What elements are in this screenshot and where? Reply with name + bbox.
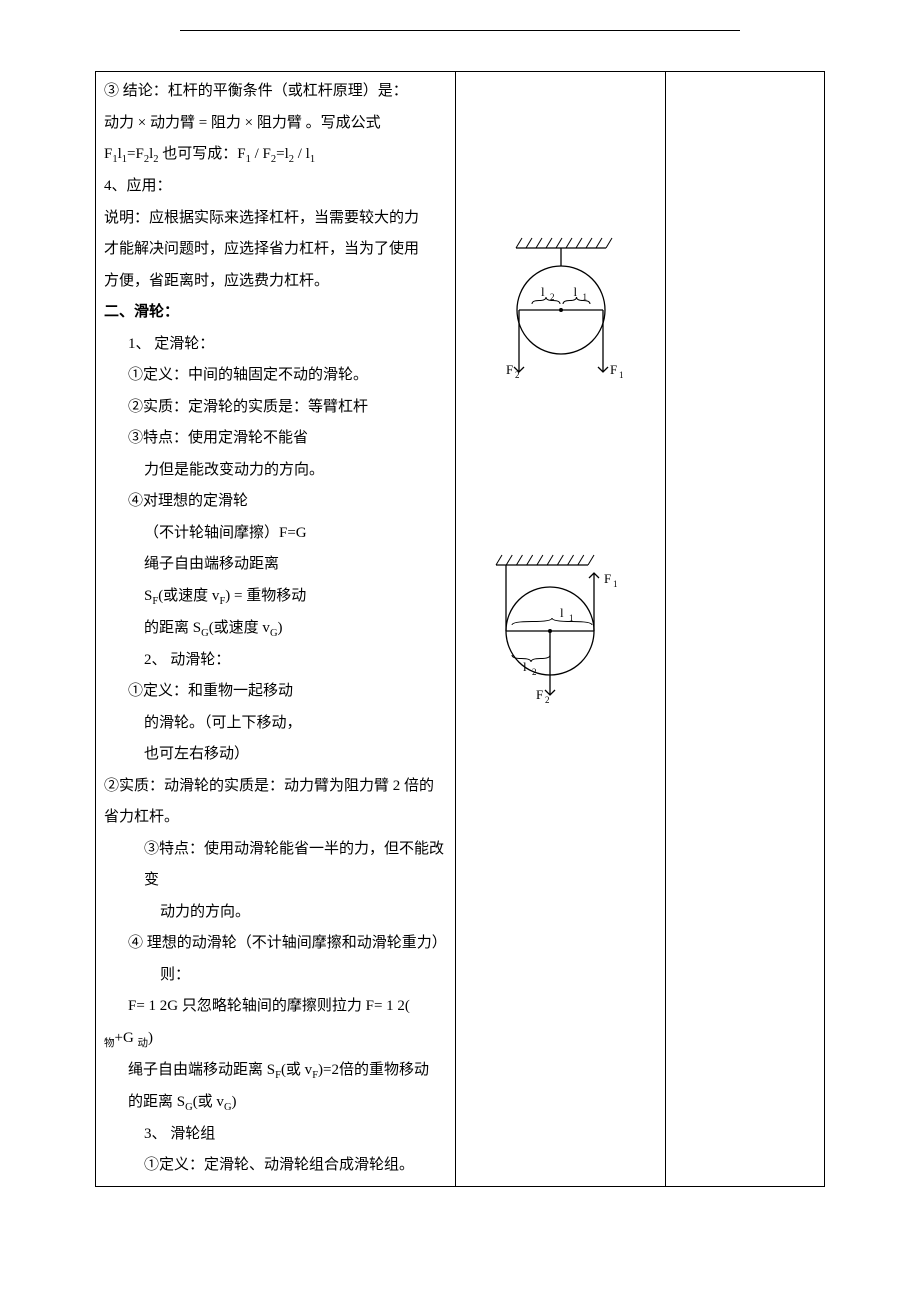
sub: 动 <box>138 1038 149 1049</box>
para: ②实质：动滑轮的实质是：动力臂为阻力臂 2 倍的 <box>104 771 447 803</box>
para: ④ 理想的动滑轮（不计轴间摩擦和动滑轮重力） <box>104 928 447 960</box>
t: 绳子自由端移动距离 S <box>128 1062 275 1078</box>
para: 的滑轮。（可上下移动， <box>104 708 447 740</box>
sub: 物 <box>104 1038 115 1049</box>
svg-text:2: 2 <box>515 370 520 380</box>
para: ③ 结论：杠杆的平衡条件（或杠杆原理）是： <box>104 76 447 108</box>
para: 绳子自由端移动距离 SF(或 vF)=2倍的重物移动 <box>104 1055 447 1087</box>
sub: G <box>201 628 209 639</box>
heading-2: 二、滑轮： <box>104 297 447 329</box>
para: F1l1=F2l2 也可写成：F1 / F2=l2 / l1 <box>104 139 447 171</box>
t: ) <box>148 1030 153 1046</box>
para: 说明：应根据实际来选择杠杆，当需要较大的力 <box>104 203 447 235</box>
t: ) = 重物移动 <box>225 588 306 604</box>
t: / F <box>251 146 271 162</box>
svg-text:l: l <box>541 284 545 299</box>
t: 的距离 S <box>128 1094 185 1110</box>
diagram-column: l2l1F2F1 l1l2F1F2 <box>456 72 666 1186</box>
para: （不计轮轴间摩擦）F=G <box>104 518 447 550</box>
para: F= 1 2G 只忽略轮轴间的摩擦则拉力 F= 1 2( <box>104 991 447 1023</box>
sub: G <box>224 1102 232 1113</box>
t: ) <box>232 1094 237 1110</box>
svg-text:2: 2 <box>545 695 550 705</box>
svg-text:F: F <box>536 687 543 702</box>
para: 省力杠杆。 <box>104 802 447 834</box>
content-frame: ③ 结论：杠杆的平衡条件（或杠杆原理）是： 动力 × 动力臂 = 阻力 × 阻力… <box>95 71 825 1187</box>
para: 动力 × 动力臂 = 阻力 × 阻力臂 。写成公式 <box>104 108 447 140</box>
para: 3、 滑轮组 <box>104 1119 447 1151</box>
svg-text:1: 1 <box>582 292 587 302</box>
header-rule <box>180 30 740 31</box>
para: 的距离 SG(或速度 vG) <box>104 613 447 645</box>
para: 的距离 SG(或 vG) <box>104 1087 447 1119</box>
movable-pulley-diagram: l1l2F1F2 <box>476 537 646 737</box>
t: / l <box>294 146 310 162</box>
svg-text:l: l <box>560 605 564 620</box>
svg-text:F: F <box>604 571 611 586</box>
para: 动力的方向。 <box>104 897 447 929</box>
para: ③特点：使用动滑轮能省一半的力，但不能改变 <box>104 834 447 897</box>
svg-text:l: l <box>573 284 577 299</box>
para: 则： <box>104 960 447 992</box>
para: ①定义：中间的轴固定不动的滑轮。 <box>104 360 447 392</box>
para: ④对理想的定滑轮 <box>104 486 447 518</box>
para: ②实质：定滑轮的实质是：等臂杠杆 <box>104 392 447 424</box>
t: (或 v <box>281 1062 312 1078</box>
t: =F <box>127 146 144 162</box>
t: =l <box>276 146 289 162</box>
svg-text:1: 1 <box>569 613 574 623</box>
sub: G <box>185 1102 193 1113</box>
t: +G <box>115 1030 138 1046</box>
t: ) <box>278 620 283 636</box>
para: 2、 动滑轮： <box>104 645 447 677</box>
text-column: ③ 结论：杠杆的平衡条件（或杠杆原理）是： 动力 × 动力臂 = 阻力 × 阻力… <box>96 72 456 1186</box>
svg-text:2: 2 <box>532 667 537 677</box>
right-gutter <box>666 72 824 1186</box>
t: 也可写成：F <box>159 146 246 162</box>
para: 方便，省距离时，应选费力杠杆。 <box>104 266 447 298</box>
t: )=2倍的重物移动 <box>318 1062 429 1078</box>
t: (或速度 v <box>209 620 270 636</box>
para: ①定义：和重物一起移动 <box>104 676 447 708</box>
fixed-pulley-diagram: l2l1F2F1 <box>486 222 636 422</box>
svg-text:l: l <box>523 659 527 674</box>
sub: 1 <box>310 154 315 165</box>
para: 也可左右移动） <box>104 739 447 771</box>
svg-text:F: F <box>610 362 617 377</box>
svg-text:2: 2 <box>550 292 555 302</box>
para: 1、 定滑轮： <box>104 329 447 361</box>
para: SF(或速度 vF) = 重物移动 <box>104 581 447 613</box>
t: F= 1 2G 只忽略轮轴间的摩擦则拉力 F= 1 2( <box>128 998 410 1014</box>
t: (或 v <box>193 1094 224 1110</box>
para: 力但是能改变动力的方向。 <box>104 455 447 487</box>
t: (或速度 v <box>158 588 219 604</box>
para: 物+G 动) <box>104 1023 447 1055</box>
para: 4、应用： <box>104 171 447 203</box>
svg-text:1: 1 <box>613 579 618 589</box>
para: 绳子自由端移动距离 <box>104 549 447 581</box>
para: 才能解决问题时，应选择省力杠杆，当为了使用 <box>104 234 447 266</box>
para: ①定义：定滑轮、动滑轮组合成滑轮组。 <box>104 1150 447 1182</box>
t: 的距离 S <box>144 620 201 636</box>
para: ③特点：使用定滑轮不能省 <box>104 423 447 455</box>
sub: G <box>270 628 278 639</box>
svg-text:1: 1 <box>619 370 624 380</box>
svg-text:F: F <box>506 362 513 377</box>
